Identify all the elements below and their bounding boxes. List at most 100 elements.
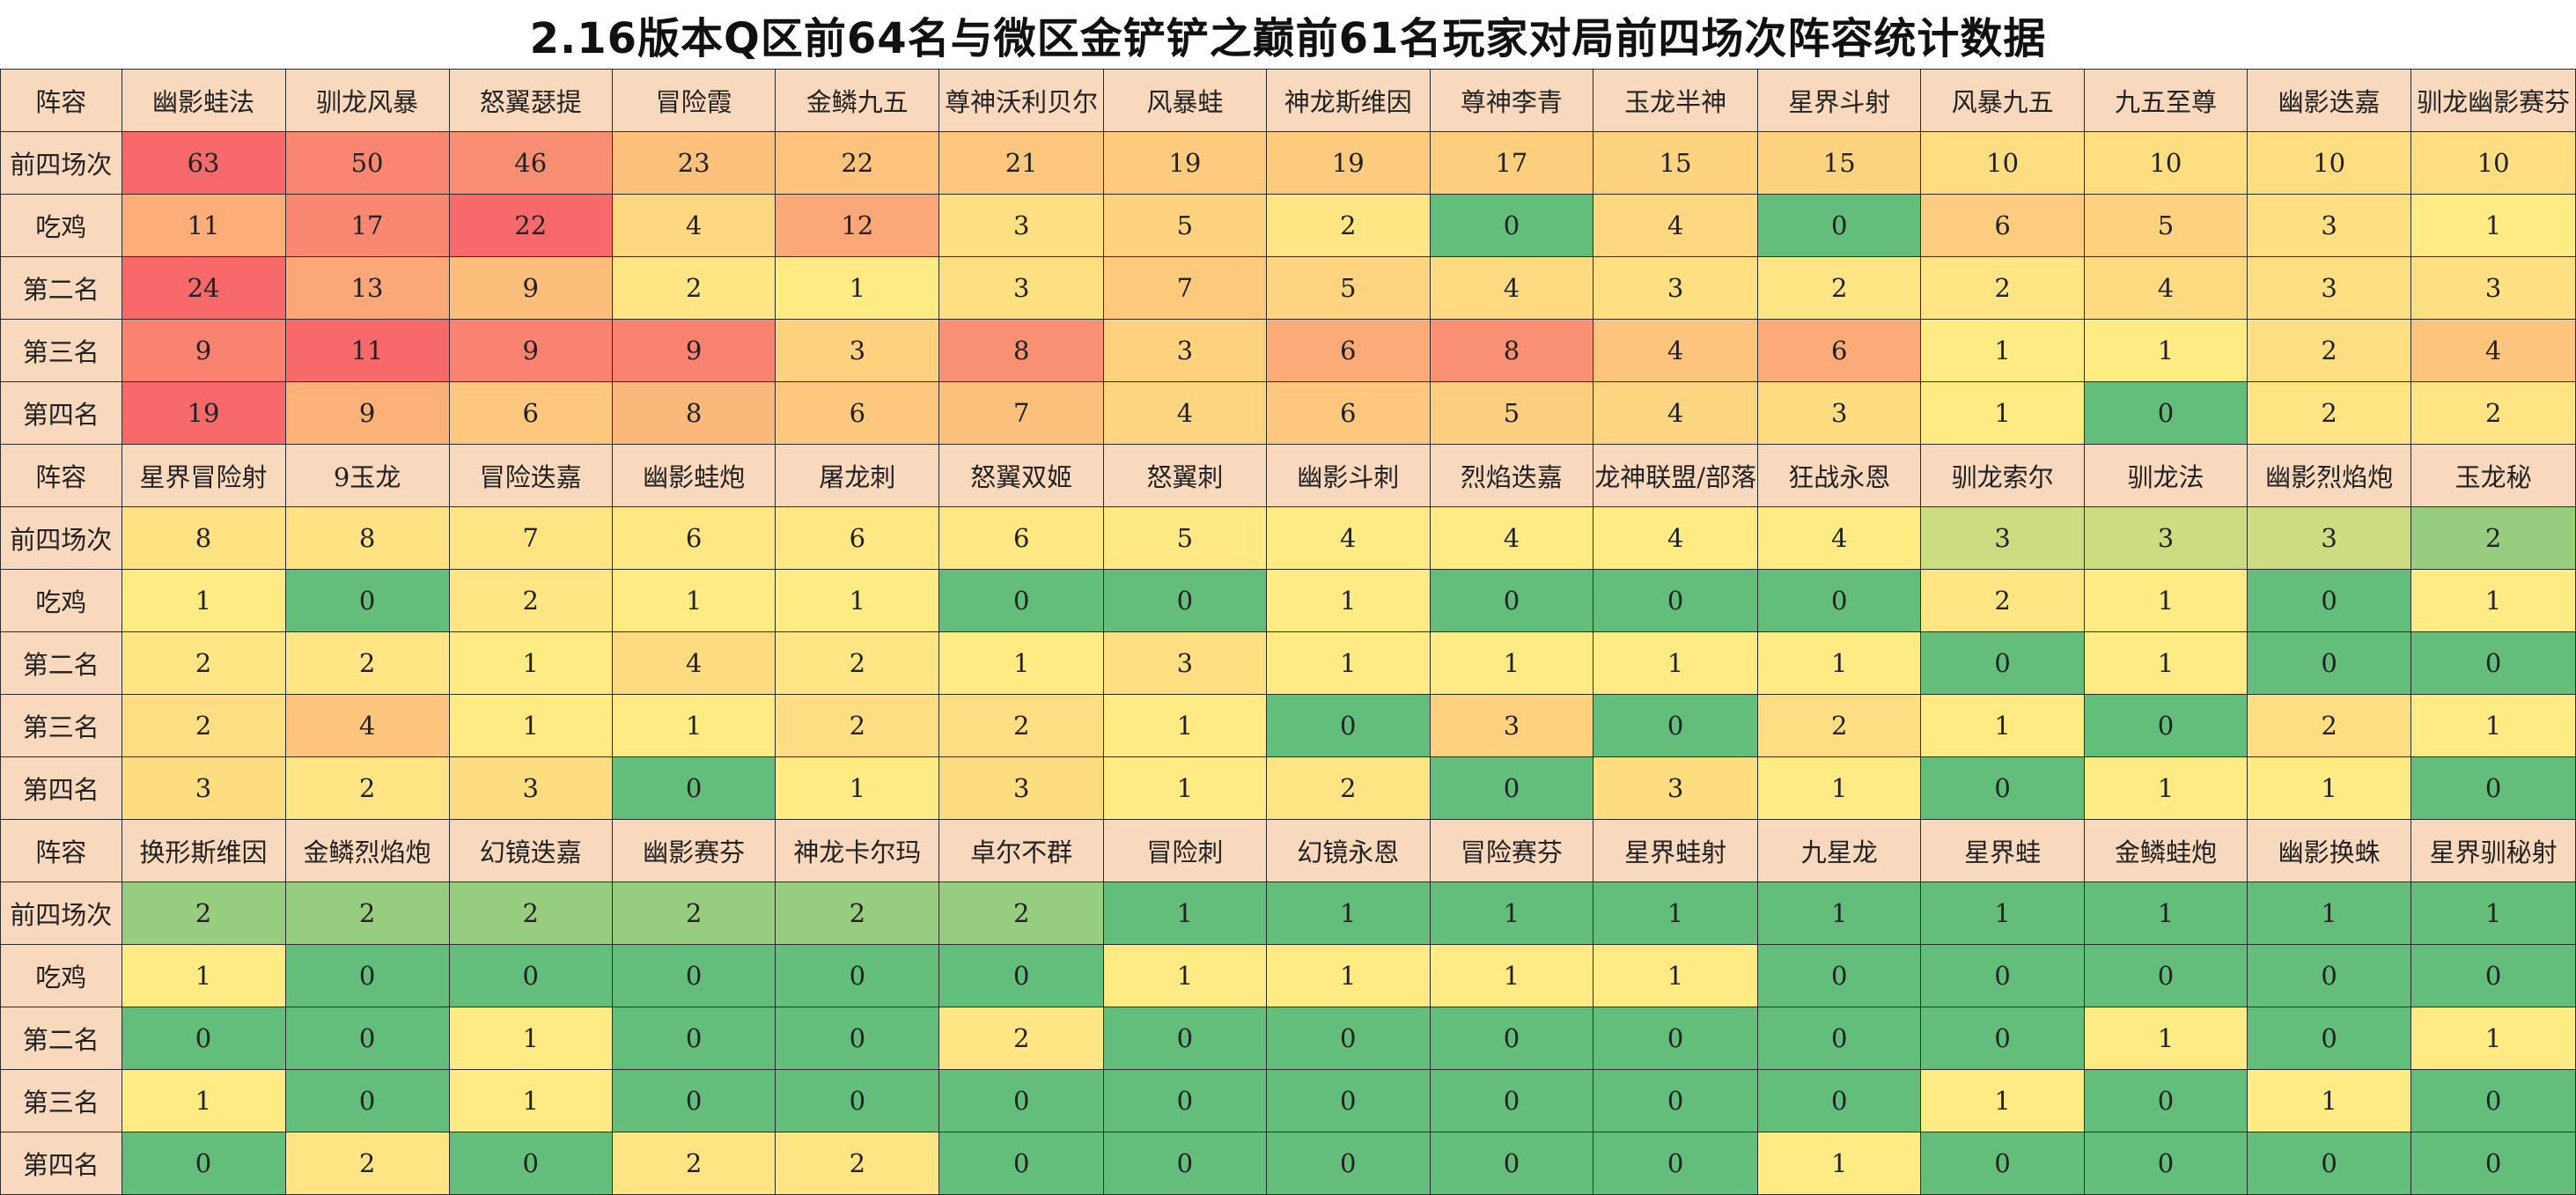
stat-value-cell: 0 (1757, 944, 1922, 1007)
stat-value-cell: 1 (1920, 319, 2085, 382)
stat-value-cell: 1 (2083, 569, 2248, 632)
stat-value-cell: 0 (1593, 1132, 1759, 1195)
stat-value-cell: 11 (284, 319, 450, 382)
stat-value-cell: 0 (2247, 944, 2412, 1007)
stat-value-cell: 21 (938, 131, 1105, 195)
stat-value-cell: 3 (1757, 381, 1922, 445)
stat-value-cell: 2 (938, 694, 1105, 757)
row-label-cell: 第四名 (0, 1132, 122, 1195)
stat-value-cell: 19 (1103, 131, 1267, 195)
stat-value-cell: 2 (284, 881, 450, 945)
stat-value-cell: 0 (1103, 1007, 1267, 1070)
stat-row: 前四场次 8 8 7 6 6 6 5 4 4 4 4 3 3 3 2 (0, 506, 2576, 570)
comp-name-cell: 幽影赛芬 (611, 819, 776, 882)
stat-value-cell: 6 (1757, 319, 1922, 382)
stat-value-cell: 2 (938, 1007, 1105, 1070)
stat-value-cell: 6 (448, 381, 613, 445)
stat-row: 吃鸡 1 0 2 1 1 0 0 1 0 0 0 2 1 0 1 (0, 569, 2576, 632)
comp-name-cell: 冒险赛芬 (1429, 819, 1594, 882)
stat-value-cell: 3 (1103, 319, 1267, 382)
stat-value-cell: 6 (1920, 194, 2085, 257)
stat-value-cell: 0 (1757, 194, 1922, 257)
comp-name-cell: 九五至尊 (2083, 69, 2248, 132)
stat-value-cell: 1 (2083, 631, 2248, 695)
stat-value-cell: 0 (1429, 194, 1594, 257)
stat-value-cell: 0 (1757, 1007, 1922, 1070)
stat-value-cell: 2 (284, 1132, 450, 1195)
stat-value-cell: 0 (2247, 631, 2412, 695)
stat-value-cell: 0 (1103, 1069, 1267, 1132)
stat-value-cell: 1 (2247, 881, 2412, 945)
stat-value-cell: 0 (611, 944, 776, 1007)
stat-value-cell: 7 (448, 506, 613, 570)
stat-value-cell: 0 (1593, 1007, 1759, 1070)
comp-name-cell: 幽影斗刺 (1265, 444, 1431, 507)
stat-value-cell: 23 (611, 131, 776, 195)
row-label-cell: 前四场次 (0, 131, 122, 195)
stat-value-cell: 0 (1593, 569, 1759, 632)
stat-value-cell: 2 (611, 256, 776, 320)
stat-value-cell: 3 (121, 756, 286, 820)
stat-value-cell: 9 (448, 256, 613, 320)
stat-value-cell: 0 (775, 1069, 940, 1132)
stat-value-cell: 0 (938, 1132, 1105, 1195)
stat-value-cell: 1 (1593, 631, 1759, 695)
stat-value-cell: 0 (1429, 569, 1594, 632)
stat-value-cell: 3 (2247, 506, 2412, 570)
stat-value-cell: 8 (611, 381, 776, 445)
row-label-cell: 第三名 (0, 319, 122, 382)
comp-name-cell: 金鳞烈焰炮 (284, 819, 450, 882)
stat-value-cell: 2 (448, 569, 613, 632)
comp-name-cell: 狂战永恩 (1757, 444, 1922, 507)
comp-name-cell: 神龙卡尔玛 (775, 819, 940, 882)
stat-value-cell: 3 (938, 256, 1105, 320)
stat-value-cell: 1 (1757, 881, 1922, 945)
stat-value-cell: 2 (1757, 694, 1922, 757)
stat-value-cell: 1 (1265, 631, 1431, 695)
stat-value-cell: 0 (1920, 1007, 2085, 1070)
comp-name-cell: 冒险刺 (1103, 819, 1267, 882)
stat-value-cell: 1 (1757, 756, 1922, 820)
stat-value-cell: 6 (775, 506, 940, 570)
stat-value-cell: 1 (2247, 1069, 2412, 1132)
row-label-cell: 吃鸡 (0, 194, 122, 257)
comp-name-cell: 幽影换蛛 (2247, 819, 2412, 882)
stat-value-cell: 0 (284, 944, 450, 1007)
stat-value-cell: 1 (2083, 756, 2248, 820)
stat-value-cell: 1 (775, 756, 940, 820)
stat-value-cell: 17 (1429, 131, 1594, 195)
stat-value-cell: 1 (1593, 944, 1759, 1007)
stat-value-cell: 0 (1920, 1132, 2085, 1195)
stat-value-cell: 3 (2410, 256, 2576, 320)
stat-value-cell: 8 (121, 506, 286, 570)
stat-value-cell: 0 (1920, 756, 2085, 820)
stat-value-cell: 1 (1429, 944, 1594, 1007)
stat-value-cell: 1 (448, 1069, 613, 1132)
stat-value-cell: 50 (284, 131, 450, 195)
stat-row: 吃鸡 1 0 0 0 0 0 1 1 1 1 0 0 0 0 0 (0, 944, 2576, 1007)
row-label-cell: 吃鸡 (0, 944, 122, 1007)
header-label-cell: 阵容 (0, 819, 122, 882)
comp-name-cell: 换形斯维因 (121, 819, 286, 882)
stat-value-cell: 1 (448, 631, 613, 695)
stat-value-cell: 17 (284, 194, 450, 257)
stat-value-cell: 4 (1593, 381, 1759, 445)
stat-value-cell: 1 (121, 569, 286, 632)
stat-value-cell: 2 (284, 756, 450, 820)
stat-value-cell: 3 (1920, 506, 2085, 570)
comp-name-cell: 驯龙法 (2083, 444, 2248, 507)
comp-name-cell: 幽影蛙炮 (611, 444, 776, 507)
header-label-cell: 阵容 (0, 69, 122, 132)
stat-value-cell: 0 (1265, 1132, 1431, 1195)
stat-value-cell: 3 (938, 756, 1105, 820)
stat-value-cell: 0 (775, 944, 940, 1007)
comp-name-cell: 星界斗射 (1757, 69, 1922, 132)
stat-value-cell: 63 (121, 131, 286, 195)
stat-value-cell: 2 (121, 694, 286, 757)
stat-value-cell: 2 (2247, 319, 2412, 382)
stat-value-cell: 3 (2247, 256, 2412, 320)
stat-value-cell: 1 (2083, 881, 2248, 945)
comp-name-cell: 冒险霞 (611, 69, 776, 132)
stat-value-cell: 0 (2410, 756, 2576, 820)
stat-value-cell: 1 (1103, 756, 1267, 820)
